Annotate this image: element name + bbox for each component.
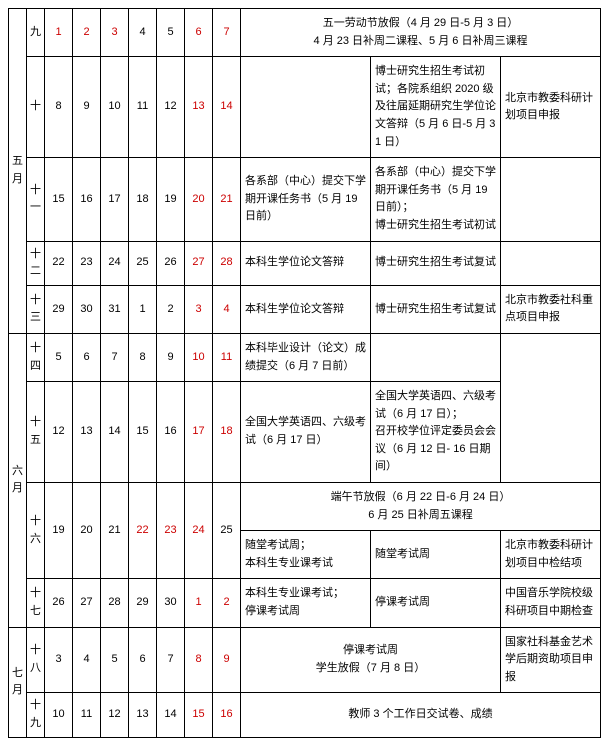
week-label: 十三 xyxy=(27,285,45,333)
week-label: 十八 xyxy=(27,627,45,693)
event-cell: 随堂考试周；本科生专业课考试 xyxy=(241,531,371,579)
event-cell: 本科生专业课考试；停课考试周 xyxy=(241,579,371,627)
table-row: 十九 10 11 12 13 14 15 16 教师 3 个工作日交试卷、成绩 xyxy=(9,693,601,737)
event-cell: 停课考试周 xyxy=(371,579,501,627)
month-label: 七月 xyxy=(9,627,27,737)
week-label: 九 xyxy=(27,9,45,57)
table-row: 五月 九 1 2 3 4 5 6 7 五一劳动节放假（4 月 29 日-5 月 … xyxy=(9,9,601,57)
event-cell: 中国音乐学院校级科研项目中期检查 xyxy=(501,579,601,627)
event-cell: 北京市教委科研计划项目中检结项 xyxy=(501,531,601,579)
event-cell: 博士研究生招生考试复试 xyxy=(371,285,501,333)
event-cell: 端午节放假（6 月 22 日-6 月 24 日）6 月 25 日补周五课程 xyxy=(241,483,601,531)
table-row: 十三 29 30 31 1 2 3 4 本科生学位论文答辩 博士研究生招生考试复… xyxy=(9,285,601,333)
event-cell: 本科生学位论文答辩 xyxy=(241,241,371,285)
week-label: 十一 xyxy=(27,158,45,241)
week-label: 十六 xyxy=(27,483,45,579)
event-cell: 国家社科基金艺术学后期资助项目申报 xyxy=(501,627,601,693)
week-label: 十二 xyxy=(27,241,45,285)
week-label: 十七 xyxy=(27,579,45,627)
table-row: 十七 26 27 28 29 30 1 2 本科生专业课考试；停课考试周 停课考… xyxy=(9,579,601,627)
table-row: 十一 15 16 17 18 19 20 21 各系部（中心）提交下学期开课任务… xyxy=(9,158,601,241)
table-row: 十六 19 20 21 22 23 24 25 端午节放假（6 月 22 日-6… xyxy=(9,483,601,531)
event-cell xyxy=(241,57,371,158)
event-cell: 五一劳动节放假（4 月 29 日-5 月 3 日）4 月 23 日补周二课程、5… xyxy=(241,9,601,57)
table-row: 十 8 9 10 11 12 13 14 博士研究生招生考试初试；各院系组织 2… xyxy=(9,57,601,158)
month-label: 五月 xyxy=(9,9,27,334)
event-cell: 各系部（中心）提交下学期开课任务书（5 月 19 日前） xyxy=(241,158,371,241)
event-cell xyxy=(371,333,501,381)
event-cell: 北京市教委科研计划项目申报 xyxy=(501,57,601,158)
event-cell: 停课考试周学生放假（7 月 8 日） xyxy=(241,627,501,693)
calendar-table: 五月 九 1 2 3 4 5 6 7 五一劳动节放假（4 月 29 日-5 月 … xyxy=(8,8,601,738)
event-cell xyxy=(501,241,601,285)
event-cell: 本科毕业设计（论文）成绩提交（6 月 7 日前） xyxy=(241,333,371,381)
event-cell: 教师 3 个工作日交试卷、成绩 xyxy=(241,693,601,737)
week-label: 十五 xyxy=(27,382,45,483)
month-label: 六月 xyxy=(9,333,27,627)
event-cell: 随堂考试周 xyxy=(371,531,501,579)
week-label: 十九 xyxy=(27,693,45,737)
event-cell: 各系部（中心）提交下学期开课任务书（5 月 19 日前）；博士研究生招生考试初试 xyxy=(371,158,501,241)
table-row: 十二 22 23 24 25 26 27 28 本科生学位论文答辩 博士研究生招… xyxy=(9,241,601,285)
table-row: 七月 十八 3 4 5 6 7 8 9 停课考试周学生放假（7 月 8 日） 国… xyxy=(9,627,601,693)
event-cell xyxy=(501,333,601,482)
event-cell xyxy=(501,158,601,241)
week-label: 十 xyxy=(27,57,45,158)
event-cell: 博士研究生招生考试复试 xyxy=(371,241,501,285)
event-cell: 本科生学位论文答辩 xyxy=(241,285,371,333)
event-cell: 全国大学英语四、六级考试（6 月 17 日）；召开校学位评定委员会会议（6 月 … xyxy=(371,382,501,483)
event-cell: 北京市教委社科重点项目申报 xyxy=(501,285,601,333)
event-cell: 博士研究生招生考试初试；各院系组织 2020 级及往届延期研究生学位论文答辩（5… xyxy=(371,57,501,158)
week-label: 十四 xyxy=(27,333,45,381)
event-cell: 全国大学英语四、六级考试（6 月 17 日） xyxy=(241,382,371,483)
table-row: 六月 十四 5 6 7 8 9 10 11 本科毕业设计（论文）成绩提交（6 月… xyxy=(9,333,601,381)
